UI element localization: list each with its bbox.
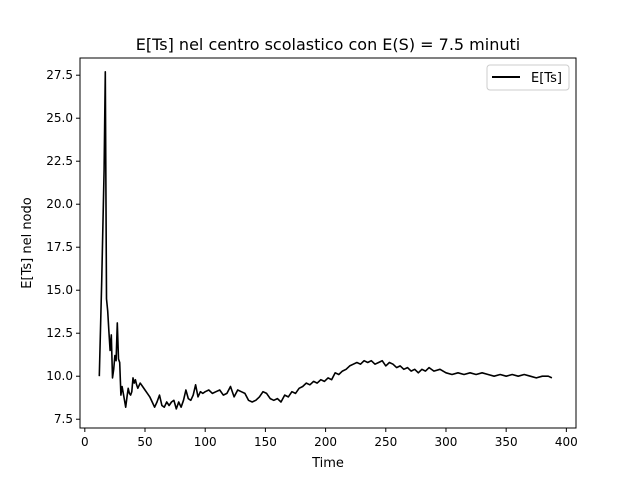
x-tick-label: 150 [254,435,277,449]
y-tick-label: 7.5 [54,412,73,426]
plot-area [79,57,577,429]
legend-label: E[Ts] [531,71,562,86]
y-axis: 7.5 10.0 12.5 15.0 17.5 20.0 22.5 25.0 27.5 [46,68,80,426]
y-tick-label: 10.0 [46,369,73,383]
legend: E[Ts] [486,64,570,91]
legend-box [486,64,570,91]
x-tick-label: 200 [314,435,337,449]
series-line-ets [98,71,553,410]
x-axis: 0 50 100 150 200 250 300 350 400 [81,428,578,449]
x-tick-label: 250 [374,435,397,449]
x-tick-label: 300 [435,435,458,449]
x-tick-label: 400 [555,435,578,449]
x-tick-label: 0 [81,435,89,449]
y-tick-label: 17.5 [46,240,73,254]
y-tick-label: 25.0 [46,111,73,125]
y-tick-label: 22.5 [46,154,73,168]
y-tick-label: 27.5 [46,68,73,82]
chart-title: E[Ts] nel centro scolastico con E(S) = 7… [136,35,520,54]
x-tick-label: 50 [137,435,152,449]
axes-frame [79,57,577,429]
x-axis-label: Time [311,456,344,471]
x-tick-label: 350 [495,435,518,449]
y-tick-label: 20.0 [46,197,73,211]
series-layer [98,71,553,410]
y-axis-label: E[Ts] nel nodo [20,197,35,288]
x-tick-label: 100 [194,435,217,449]
y-tick-label: 15.0 [46,283,73,297]
y-tick-label: 12.5 [46,326,73,340]
